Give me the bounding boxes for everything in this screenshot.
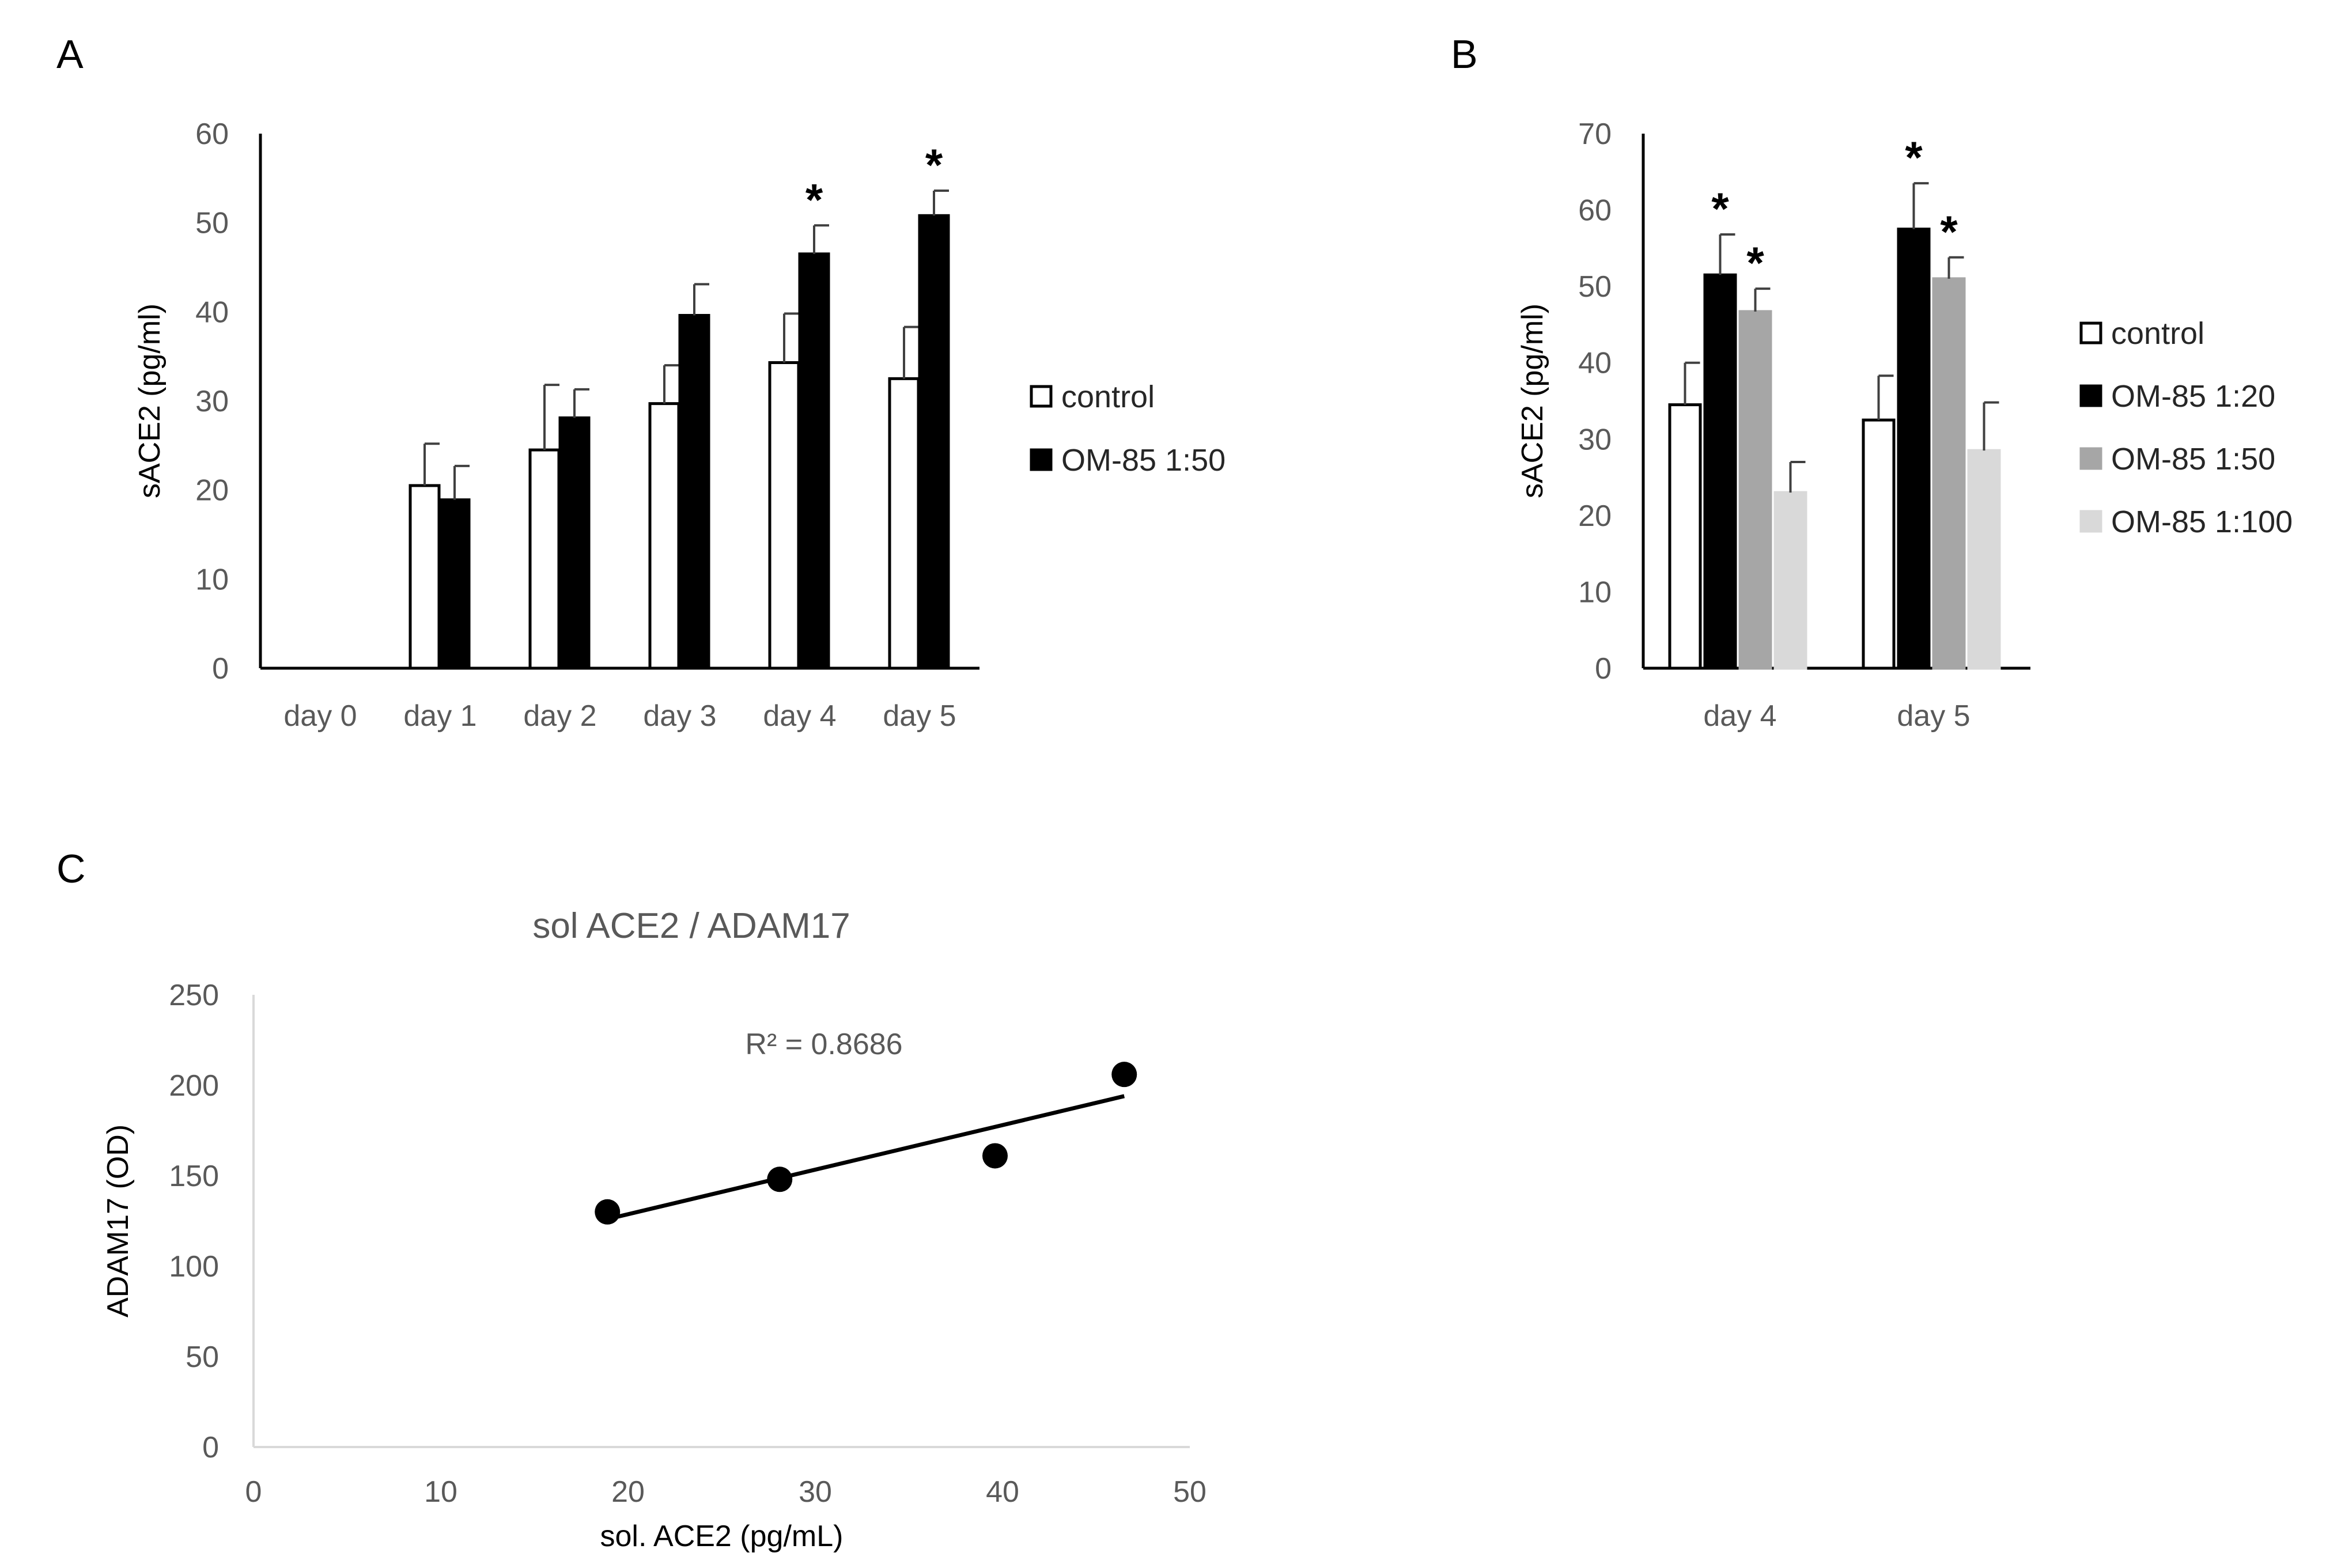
legend-swatch — [2079, 384, 2102, 407]
y-tick-label: 100 — [169, 1250, 219, 1283]
y-tick-label: 0 — [212, 652, 229, 685]
data-point — [1111, 1062, 1137, 1088]
y-tick-label: 40 — [1578, 347, 1612, 380]
legend-swatch — [1030, 448, 1053, 471]
r-squared-label: R² = 0.8686 — [745, 1028, 902, 1061]
bar — [528, 448, 561, 670]
x-tick-label: 30 — [799, 1475, 832, 1509]
bar — [409, 484, 441, 670]
y-tick-label: 20 — [195, 474, 229, 507]
x-axis-title: sol. ACE2 (pg/mL) — [600, 1520, 844, 1553]
data-point — [767, 1166, 793, 1192]
x-tick-label: 20 — [611, 1475, 645, 1509]
y-tick-label: 30 — [1578, 423, 1612, 456]
bar — [648, 402, 680, 670]
significance-marker: * — [1905, 132, 1923, 183]
y-axis-title: sACE2 (pg/ml) — [133, 304, 167, 498]
y-tick-label: 50 — [1578, 270, 1612, 304]
x-tick-label: day 4 — [763, 699, 836, 733]
data-point — [595, 1199, 621, 1225]
y-axis-title: sACE2 (pg/ml) — [1516, 304, 1549, 498]
chart-title: sol ACE2 / ADAM17 — [532, 906, 850, 946]
bar — [1967, 449, 2001, 670]
significance-marker: * — [805, 174, 823, 225]
bar — [1932, 277, 1966, 670]
panel-label: C — [56, 846, 86, 891]
bar — [768, 361, 800, 670]
y-tick-label: 10 — [1578, 575, 1612, 609]
legend-swatch — [2079, 447, 2102, 470]
legend-label: OM-85 1:50 — [1061, 443, 1226, 478]
legend-label: OM-85 1:50 — [2111, 442, 2275, 476]
bar — [888, 377, 920, 670]
x-tick-label: 10 — [424, 1475, 457, 1509]
data-point — [982, 1143, 1008, 1169]
legend-label: OM-85 1:100 — [2111, 505, 2293, 539]
y-tick-label: 40 — [195, 296, 229, 329]
significance-marker: * — [1940, 206, 1958, 257]
x-tick-label: 50 — [1173, 1475, 1207, 1509]
bar — [1773, 491, 1807, 670]
bar — [918, 214, 950, 670]
bar — [678, 314, 710, 670]
bar — [558, 416, 591, 670]
x-tick-label: day 4 — [1703, 699, 1776, 733]
legend-swatch — [1030, 385, 1053, 408]
bar — [798, 252, 830, 670]
legend-label: control — [1061, 380, 1155, 414]
bar — [1703, 273, 1737, 670]
x-tick-label: day 5 — [1897, 699, 1970, 733]
panel-a-chart: A 0 10 20 30 40 50 60 sACE2 (pg/ml) day 0 day 1 day… — [56, 32, 1226, 733]
y-tick-label: 30 — [195, 385, 229, 418]
x-tick-label: day 0 — [283, 699, 357, 733]
bar — [1668, 403, 1702, 670]
y-tick-label: 250 — [169, 979, 219, 1012]
x-tick-label: 40 — [986, 1475, 1019, 1509]
bar — [1897, 228, 1931, 670]
panel-label: A — [56, 32, 84, 77]
y-tick-label: 60 — [195, 118, 229, 151]
x-tick-label: 0 — [245, 1475, 262, 1509]
legend-label: control — [2111, 316, 2204, 351]
y-tick-label: 20 — [1578, 499, 1612, 533]
y-tick-label: 70 — [1578, 118, 1612, 151]
significance-marker: * — [925, 139, 943, 190]
y-tick-label: 0 — [1595, 652, 1612, 685]
y-tick-label: 50 — [195, 207, 229, 240]
x-tick-label: day 5 — [883, 699, 956, 733]
bar — [1738, 310, 1772, 670]
legend-label: OM-85 1:20 — [2111, 379, 2275, 414]
x-tick-label: day 1 — [403, 699, 476, 733]
y-tick-label: 150 — [169, 1160, 219, 1193]
y-axis-title: ADAM17 (OD) — [101, 1124, 135, 1317]
bar — [438, 498, 471, 670]
panel-label: B — [1451, 32, 1478, 77]
y-tick-label: 200 — [169, 1069, 219, 1103]
legend-swatch — [2079, 321, 2102, 344]
y-tick-label: 50 — [186, 1340, 219, 1374]
legend-swatch — [2079, 510, 2102, 533]
panel-b-chart: B 0 10 20 30 40 50 60 70 sACE2 (pg/ml) day 4 * * day … — [1451, 32, 2293, 733]
y-tick-label: 0 — [202, 1431, 219, 1464]
significance-marker: * — [1711, 183, 1729, 234]
y-tick-label: 60 — [1578, 194, 1612, 228]
x-tick-label: day 3 — [643, 699, 716, 733]
significance-marker: * — [1746, 237, 1764, 288]
trendline — [607, 1094, 1125, 1221]
bar — [1862, 418, 1896, 670]
y-tick-label: 10 — [195, 563, 229, 596]
x-tick-label: day 2 — [523, 699, 596, 733]
